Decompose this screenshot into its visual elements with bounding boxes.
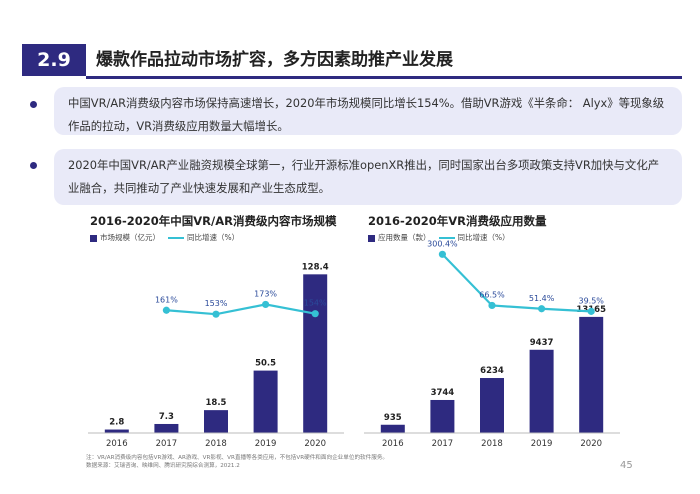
- chart2-legend-bar-label: 应用数量（款）: [378, 233, 431, 242]
- chart2-growth-point-2018: [488, 301, 496, 310]
- chart2-bar-2017: [430, 399, 455, 433]
- chart1-legend-bar-label: 市场规模（亿元）: [100, 233, 160, 242]
- chart2-growth-point-2019: [538, 305, 546, 313]
- chart2-growth-label-2018: 66.5%: [479, 290, 505, 299]
- chart1-legend: 市场规模（亿元） 同比增速（%）: [90, 232, 239, 243]
- chart2-bar-2019: [529, 349, 554, 433]
- chart1-bar-2020: [303, 274, 328, 433]
- chart1-growth-point-2019: [262, 300, 270, 309]
- chart2-bar-label-2019: 9437: [530, 338, 554, 348]
- chart1-growth-point-2017: [162, 306, 170, 314]
- section-header: 2.9 爆款作品拉动市场扩容，多方因素助推产业发展: [22, 44, 682, 80]
- chart1-bar-label-2016: 2.8: [109, 418, 124, 428]
- chart1-legend-line-label: 同比增速（%）: [187, 233, 240, 242]
- chart2-bar-label-2020: 13165: [576, 305, 606, 315]
- chart1-x-tick-2016: 2016: [106, 439, 128, 449]
- chart1-bar-label-2020: 128.4: [302, 262, 329, 272]
- legend-line-swatch: [438, 237, 455, 239]
- chart2-growth-label-2020: 39.5%: [578, 296, 604, 305]
- chart2-bar-label-2018: 6234: [480, 366, 504, 376]
- section-underline: [86, 76, 682, 79]
- chart2-x-tick-2017: 2017: [432, 439, 454, 449]
- chart2-x-tick-2019: 2019: [531, 439, 553, 449]
- legend-line-swatch: [168, 237, 184, 239]
- bullet-text-2: 2020年中国VR/AR产业融资规模全球第一，行业开源标准openXR推出，同时…: [68, 158, 660, 195]
- chart1-x-tick-2020: 2020: [304, 439, 326, 449]
- section-title: 爆款作品拉动市场扩容，多方因素助推产业发展: [96, 50, 453, 70]
- chart2-title: 2016-2020年VR消费级应用数量: [368, 214, 547, 228]
- chart1-x-tick-2017: 2017: [156, 439, 178, 449]
- chart2-bar-label-2017: 3744: [431, 388, 455, 398]
- chart2-growth-line: [441, 253, 592, 313]
- chart1-bar-2018: [204, 410, 228, 433]
- footnote: 注：VR/AR消费级内容包括VR游戏、AR游戏、VR影视、VR直播等各类应用，不…: [86, 455, 389, 461]
- chart1-title: 2016-2020年中国VR/AR消费级内容市场规模: [90, 214, 337, 228]
- bullet-dot-1: [30, 101, 37, 108]
- chart1-growth-point-2018: [212, 310, 220, 318]
- chart2-bar-label-2016: 935: [384, 413, 402, 423]
- chart2-x-tick-2018: 2018: [481, 439, 503, 449]
- chart2-growth-point-2017: [438, 250, 446, 258]
- bullet-box-2: 2020年中国VR/AR产业融资规模全球第一，行业开源标准openXR推出，同时…: [54, 149, 682, 205]
- chart1-bar-2019: [253, 370, 278, 433]
- bullet-text-1: 中国VR/AR消费级内容市场保持高速增长，2020年市场规模同比增长154%。借…: [68, 96, 665, 133]
- chart1-x-tick-2019: 2019: [255, 439, 277, 449]
- legend-bar-swatch: [90, 234, 97, 242]
- bullet-dot-2: [30, 162, 37, 169]
- chart1-growth-label-2018: 153%: [205, 299, 228, 308]
- section-number: 2.9: [22, 44, 86, 76]
- legend-bar-swatch: [368, 234, 375, 242]
- chart2-bar-2020: [579, 316, 604, 433]
- chart2-legend-line-label: 同比增速（%）: [457, 233, 510, 242]
- page-number: 45: [620, 460, 633, 471]
- chart2-bar-2016: [380, 424, 405, 433]
- chart1-bar-2017: [154, 423, 179, 433]
- chart1-bar-label-2018: 18.5: [206, 398, 227, 408]
- chart1-growth-line: [166, 303, 316, 316]
- chart1-growth-point-2020: [311, 310, 319, 318]
- chart1-growth-label-2020: 154%: [304, 299, 327, 308]
- chart2-bar-2018: [480, 378, 504, 433]
- chart2-growth-label-2019: 51.4%: [529, 294, 555, 303]
- chart1-growth-label-2019: 173%: [254, 289, 277, 298]
- chart2-x-tick-2020: 2020: [580, 439, 602, 449]
- chart1-bar-2016: [104, 429, 129, 433]
- data-source: 数据来源：艾瑞咨询、映维网、腾讯研究院综合测算，2021.2: [86, 463, 240, 469]
- chart1-bar-label-2017: 7.3: [159, 412, 174, 422]
- chart2-legend: 应用数量（款） 同比增速（%）: [368, 232, 510, 243]
- chart2-growth-point-2020: [587, 307, 595, 315]
- chart1-bar-label-2019: 50.5: [255, 359, 276, 369]
- bullet-box-1: 中国VR/AR消费级内容市场保持高速增长，2020年市场规模同比增长154%。借…: [54, 87, 682, 135]
- chart2-x-tick-2016: 2016: [382, 439, 404, 449]
- chart1-growth-label-2017: 161%: [155, 295, 178, 304]
- chart1-x-tick-2018: 2018: [205, 439, 227, 449]
